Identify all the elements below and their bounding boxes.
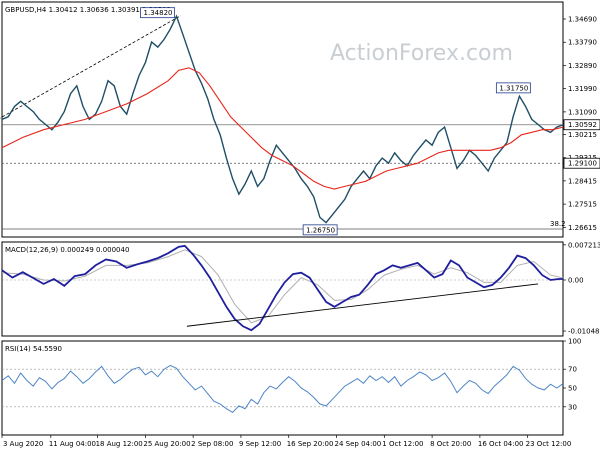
x-tick-label: 16 Oct 04:00 [478,440,524,448]
rsi-panel-frame [1,340,564,436]
price-y-tick-label: 1.33790 [568,39,597,47]
rsi-y-tick-label: 70 [568,366,577,374]
x-tick-label: 1 Oct 12:00 [382,440,423,448]
annotation-high-131750 [495,82,531,94]
price-y-tick-label: 1.32890 [568,62,597,70]
macd-signal-line [1,249,564,324]
price-y-tick-label: 1.28415 [568,177,597,185]
price-y-tick-label: 1.34690 [568,16,597,24]
annotation-low-126750-label: 1.26750 [306,226,335,234]
price-y-tick-label: 1.30215 [568,131,597,139]
dashed-trendline [0,15,181,119]
current-price-box-label: 1.30592 [568,121,597,129]
annotation-high-134820-label: 1.34820 [144,9,173,17]
price-panel-frame [1,1,564,238]
annotation-high-134820 [140,7,175,19]
x-tick-label: 25 Aug 20:00 [143,440,190,448]
macd-panel-header: MACD(12,26,9) 0.000249 0.000040 [5,246,129,254]
moving-average-line [1,67,564,190]
price-panel-header: GBPUSD,H4 1.30412 1.30636 1.30391 1.3059… [5,6,171,14]
current-price-box [563,119,600,131]
x-tick-label: 24 Sep 04:00 [335,440,382,448]
annotation-high-131750-label: 1.31750 [499,84,528,92]
rsi-panel: 100 70 50 30 [1,338,581,414]
macd-main-line [1,244,563,332]
x-tick-label: 11 Aug 04:00 [49,440,96,448]
macd-y-tick-label: -0.01048 [568,328,599,336]
macd-y-tick-label: 0.007213 [568,241,600,249]
rsi-line [1,364,564,414]
fib-level-label: 38.2 [550,220,566,228]
price-y-tick-label: 1.26615 [568,224,597,232]
rsi-y-tick-label: 50 [568,385,577,393]
annotation-low-126750 [302,224,338,236]
x-tick-label: 2 Sep 08:00 [191,440,233,448]
macd-panel: 0.007213 0.00 -0.01048 [1,241,600,336]
macd-y-tick-label: 0.00 [568,276,584,284]
level-129100-box-label: 1.29100 [568,160,597,168]
x-tick-label: 23 Oct 12:00 [526,440,572,448]
x-axis: 3 Aug 2020 11 Aug 04:00 18 Aug 12:00 25 Aug… [1,435,572,448]
x-tick-label: 3 Aug 2020 [3,440,43,448]
rsi-panel-header: RSI(14) 54.5590 [5,345,62,353]
x-tick-label: 16 Sep 20:00 [287,440,334,448]
price-y-tick-label: 1.27515 [568,201,597,209]
price-y-tick-label: 1.31090 [568,108,597,116]
macd-trendline [186,283,539,327]
x-tick-label: 8 Oct 20:00 [430,440,471,448]
x-tick-label: 9 Sep 12:00 [239,440,281,448]
watermark: ActionForex.com [330,41,513,66]
x-tick-label: 18 Aug 12:00 [96,440,143,448]
rsi-y-tick-label: 30 [568,403,577,411]
rsi-y-tick-label: 100 [568,338,581,346]
price-panel: 1.34690 1.33790 1.32890 1.31990 1.31090 1.302… [0,7,600,236]
macd-panel-frame [1,241,564,337]
price-y-tick-label: 1.31990 [568,85,597,93]
level-129100-box [563,157,600,169]
